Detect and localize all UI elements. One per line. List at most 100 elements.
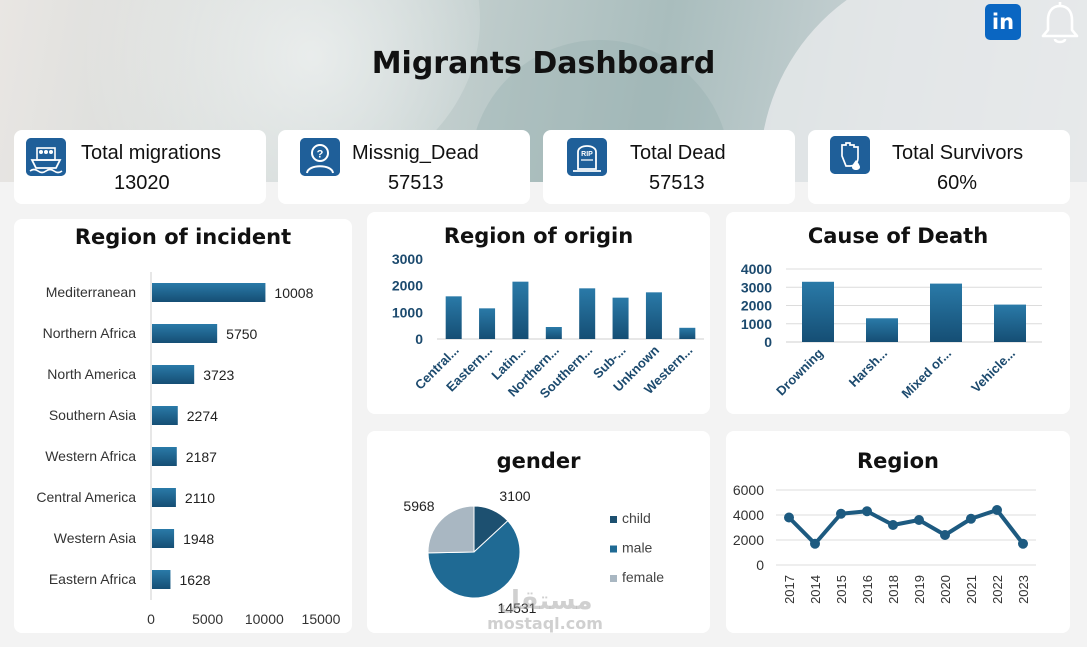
- bar: [866, 318, 898, 342]
- y-tick-label: 1000: [392, 304, 423, 320]
- data-label: 5750: [226, 326, 257, 342]
- raised-fist-icon: [830, 136, 870, 174]
- data-label: 1628: [179, 572, 210, 588]
- data-point: [992, 505, 1002, 515]
- kpi-card-total-survivors: Total Survivors 60%: [808, 130, 1070, 204]
- y-tick-label: 3000: [741, 279, 772, 295]
- bar: [679, 327, 696, 339]
- data-point: [784, 512, 794, 523]
- bar: [152, 488, 176, 507]
- chart-title: Region: [856, 449, 940, 473]
- category-label: Western Asia: [54, 530, 136, 546]
- kpi-label: Total migrations: [81, 142, 222, 164]
- ship-icon: [26, 138, 66, 176]
- page-title: Migrants Dashboard: [371, 46, 716, 81]
- slice-label: 14531: [498, 600, 537, 616]
- data-label: 2187: [186, 449, 217, 465]
- kpi-value: 57513: [388, 172, 444, 194]
- category-label: Drowning: [773, 345, 826, 398]
- x-tick-label: 2022: [990, 575, 1005, 604]
- chart-title: Cause of Death: [807, 224, 989, 248]
- x-tick-label: 5000: [192, 611, 223, 627]
- y-tick-label: 2000: [392, 278, 423, 294]
- watermark-text: مستقل: [497, 586, 593, 616]
- category-label: Mixed or...: [899, 346, 955, 402]
- watermark: مستقل mostaql.com: [470, 588, 620, 633]
- data-label: 1948: [183, 531, 214, 547]
- card-cause-of-death: Cause of Death 0 1000 2000 3000 4000 Drowning…: [726, 212, 1070, 414]
- category-label: North America: [47, 366, 136, 382]
- x-tick-label: 2017: [782, 575, 797, 604]
- bar: [802, 281, 834, 342]
- bar: [152, 324, 218, 343]
- card-region-of-origin: Region of origin 0 1000 2000 3000 Central...…: [367, 212, 710, 414]
- x-tick-label: 2020: [938, 575, 953, 604]
- y-tick-label: 4000: [733, 507, 764, 523]
- watermark-subtext: mostaql.com: [487, 614, 603, 633]
- data-point: [862, 506, 872, 517]
- kpi-label: Missnig_Dead: [352, 142, 479, 164]
- kpi-card-total-dead: RIP Total Dead 57513: [543, 130, 795, 204]
- category-label: Eastern Africa: [49, 571, 136, 587]
- bar: [612, 297, 629, 339]
- linkedin-icon[interactable]: in: [985, 4, 1021, 40]
- kpi-value: 57513: [649, 172, 705, 194]
- legend-swatch: [610, 545, 617, 553]
- bar: [645, 292, 662, 339]
- chart-region-of-origin: 0100020003000Central...Eastern...Latin..…: [392, 251, 704, 401]
- data-label: 3723: [203, 367, 234, 383]
- y-tick-label: 2000: [733, 532, 764, 548]
- bar: [152, 447, 177, 466]
- y-tick-label: 3000: [392, 251, 423, 267]
- data-point: [966, 513, 976, 524]
- bar: [152, 529, 175, 548]
- kpi-value: 60%: [937, 172, 978, 194]
- category-label: Western Africa: [45, 448, 136, 464]
- kpi-label: Total Survivors: [892, 142, 1024, 164]
- data-point: [888, 520, 898, 530]
- data-point: [914, 515, 924, 525]
- bar: [152, 406, 178, 425]
- y-tick-label: 1000: [741, 316, 772, 332]
- category-label: Harsh...: [846, 346, 890, 390]
- chart-region-line: 0 2000 4000 6000 2017 2014 2015 2016 2018 2019 202…: [733, 482, 1036, 604]
- data-point: [836, 508, 846, 519]
- kpi-label: Total Dead: [630, 142, 726, 164]
- chart-gender: 3100 14531 5968 child male female: [403, 488, 664, 616]
- series-line: [787, 508, 1025, 546]
- chart-title: Region of origin: [443, 224, 634, 248]
- bar: [152, 570, 171, 589]
- kpi-value: 13020: [114, 172, 170, 194]
- kpi-card-total-migrations: Total migrations 13020: [14, 130, 266, 204]
- bell-icon[interactable]: [1036, 0, 1084, 48]
- chart-region-of-incident: Mediterranean 10008 Northern Africa 5750 Nor…: [36, 272, 341, 627]
- y-tick-label: 0: [756, 557, 764, 573]
- category-label: Mediterranean: [46, 284, 136, 300]
- data-point: [1018, 538, 1028, 549]
- y-tick-label: 2000: [741, 298, 772, 314]
- chart-title: Region of incident: [74, 225, 292, 249]
- legend-label: child: [622, 510, 651, 526]
- y-tick-label: 6000: [733, 482, 764, 498]
- bar: [579, 288, 596, 339]
- x-tick-label: 0: [147, 611, 155, 627]
- pie-slice: [427, 520, 521, 599]
- bar: [152, 365, 195, 384]
- x-tick-label: 2023: [1016, 575, 1031, 604]
- bar: [994, 304, 1026, 342]
- card-region-line: Region 0 2000 4000 6000 2017 2014 2015 2016 2018…: [726, 431, 1070, 633]
- y-tick-label: 4000: [741, 261, 772, 277]
- tombstone-icon-text: RIP: [581, 151, 593, 158]
- data-label: 2274: [187, 408, 218, 424]
- y-tick-label: 0: [415, 331, 423, 347]
- chart-cause-of-death: 0 1000 2000 3000 4000 Drowning Harsh... Mixed o…: [741, 261, 1042, 402]
- missing-person-icon: ?: [300, 138, 340, 176]
- category-label: Central America: [36, 489, 136, 505]
- bar: [445, 296, 462, 339]
- x-tick-label: 2015: [834, 575, 849, 604]
- x-tick-label: 10000: [245, 611, 284, 627]
- x-tick-label: 2014: [808, 575, 823, 604]
- bar: [479, 308, 496, 339]
- legend-swatch: [610, 516, 617, 523]
- bar: [545, 327, 562, 339]
